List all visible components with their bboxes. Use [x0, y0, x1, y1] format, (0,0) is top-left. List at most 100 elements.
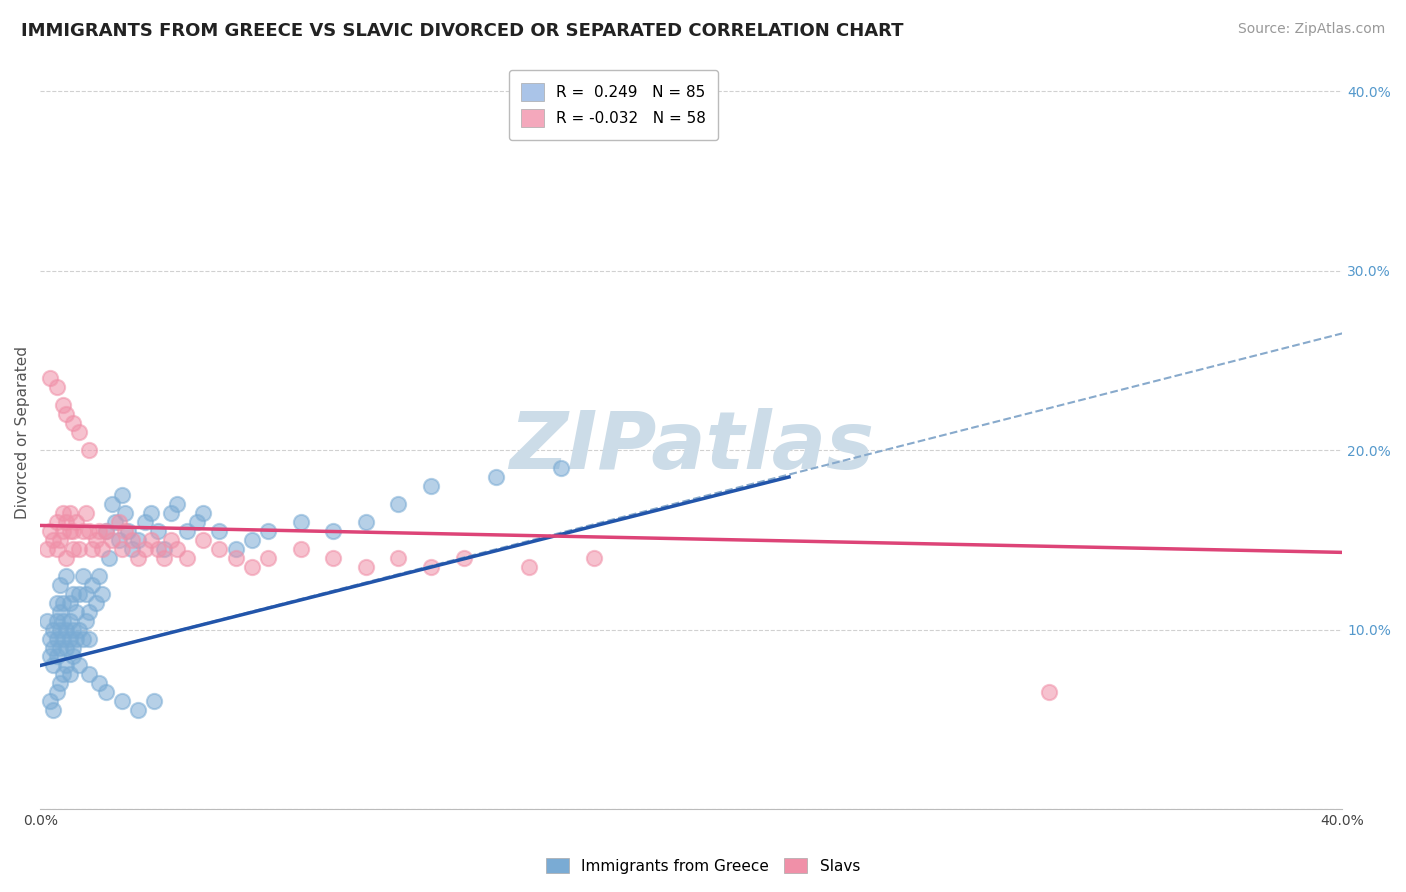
Point — [94, 524, 117, 538]
Point — [176, 550, 198, 565]
Point — [62, 416, 84, 430]
Point — [117, 524, 139, 538]
Point — [72, 524, 94, 538]
Point — [65, 515, 87, 529]
Point — [127, 550, 149, 565]
Point — [49, 533, 72, 547]
Point — [153, 541, 176, 556]
Point — [143, 694, 166, 708]
Point — [257, 524, 280, 538]
Text: ZIPatlas: ZIPatlas — [509, 409, 875, 486]
Point — [159, 506, 181, 520]
Y-axis label: Divorced or Separated: Divorced or Separated — [15, 345, 30, 518]
Point — [39, 649, 62, 664]
Point — [65, 632, 87, 646]
Point — [101, 533, 124, 547]
Point — [225, 541, 247, 556]
Point — [55, 568, 77, 582]
Point — [35, 541, 58, 556]
Point — [94, 524, 117, 538]
Point — [354, 559, 377, 574]
Point — [322, 524, 344, 538]
Point — [55, 623, 77, 637]
Point — [159, 533, 181, 547]
Point — [257, 550, 280, 565]
Point — [87, 676, 110, 690]
Point — [107, 533, 129, 547]
Point — [153, 550, 176, 565]
Point — [62, 587, 84, 601]
Point — [62, 541, 84, 556]
Point — [62, 524, 84, 538]
Point — [166, 541, 188, 556]
Point — [52, 614, 75, 628]
Point — [69, 541, 91, 556]
Point — [52, 524, 75, 538]
Point — [582, 550, 605, 565]
Point — [72, 568, 94, 582]
Point — [62, 623, 84, 637]
Point — [111, 694, 134, 708]
Point — [65, 605, 87, 619]
Text: IMMIGRANTS FROM GREECE VS SLAVIC DIVORCED OR SEPARATED CORRELATION CHART: IMMIGRANTS FROM GREECE VS SLAVIC DIVORCE… — [21, 22, 904, 40]
Point — [322, 550, 344, 565]
Point — [77, 605, 100, 619]
Point — [134, 541, 156, 556]
Point — [114, 506, 136, 520]
Point — [55, 658, 77, 673]
Point — [208, 524, 231, 538]
Point — [91, 541, 114, 556]
Point — [517, 559, 540, 574]
Legend: R =  0.249   N = 85, R = -0.032   N = 58: R = 0.249 N = 85, R = -0.032 N = 58 — [509, 70, 718, 140]
Point — [55, 550, 77, 565]
Point — [77, 632, 100, 646]
Point — [59, 632, 82, 646]
Point — [52, 667, 75, 681]
Point — [127, 533, 149, 547]
Point — [1038, 685, 1060, 699]
Point — [52, 596, 75, 610]
Point — [104, 515, 127, 529]
Point — [82, 577, 104, 591]
Point — [42, 703, 65, 717]
Point — [225, 550, 247, 565]
Point — [77, 667, 100, 681]
Point — [75, 506, 97, 520]
Point — [55, 407, 77, 421]
Point — [45, 541, 67, 556]
Point — [69, 658, 91, 673]
Point — [55, 640, 77, 655]
Point — [52, 398, 75, 412]
Point — [75, 587, 97, 601]
Point — [42, 640, 65, 655]
Point — [111, 541, 134, 556]
Point — [550, 461, 572, 475]
Point — [240, 533, 263, 547]
Point — [84, 533, 107, 547]
Point — [146, 541, 169, 556]
Point — [69, 587, 91, 601]
Point — [69, 623, 91, 637]
Point — [176, 524, 198, 538]
Point — [49, 676, 72, 690]
Point — [35, 614, 58, 628]
Point — [87, 568, 110, 582]
Point — [139, 533, 162, 547]
Point — [45, 685, 67, 699]
Point — [59, 596, 82, 610]
Point — [39, 371, 62, 385]
Point — [87, 524, 110, 538]
Point — [59, 506, 82, 520]
Point — [69, 425, 91, 439]
Point — [45, 380, 67, 394]
Point — [59, 667, 82, 681]
Point — [121, 533, 143, 547]
Point — [59, 524, 82, 538]
Point — [354, 515, 377, 529]
Point — [121, 541, 143, 556]
Point — [290, 541, 312, 556]
Point — [191, 533, 214, 547]
Point — [94, 685, 117, 699]
Point — [111, 488, 134, 502]
Point — [77, 443, 100, 458]
